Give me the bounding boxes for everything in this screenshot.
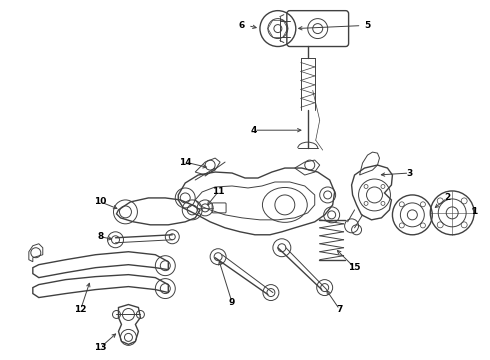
- Text: 12: 12: [74, 305, 87, 314]
- Text: 4: 4: [251, 126, 257, 135]
- Text: 14: 14: [179, 158, 192, 167]
- Text: 15: 15: [348, 263, 361, 272]
- Text: 6: 6: [239, 21, 245, 30]
- Text: 1: 1: [471, 207, 477, 216]
- Text: 7: 7: [337, 305, 343, 314]
- Text: 3: 3: [406, 168, 413, 177]
- Text: 11: 11: [212, 188, 224, 197]
- Text: 9: 9: [229, 298, 235, 307]
- Text: 13: 13: [94, 343, 107, 352]
- Text: 5: 5: [365, 21, 370, 30]
- Text: 8: 8: [98, 232, 104, 241]
- Text: 2: 2: [444, 193, 450, 202]
- Text: 10: 10: [95, 197, 107, 206]
